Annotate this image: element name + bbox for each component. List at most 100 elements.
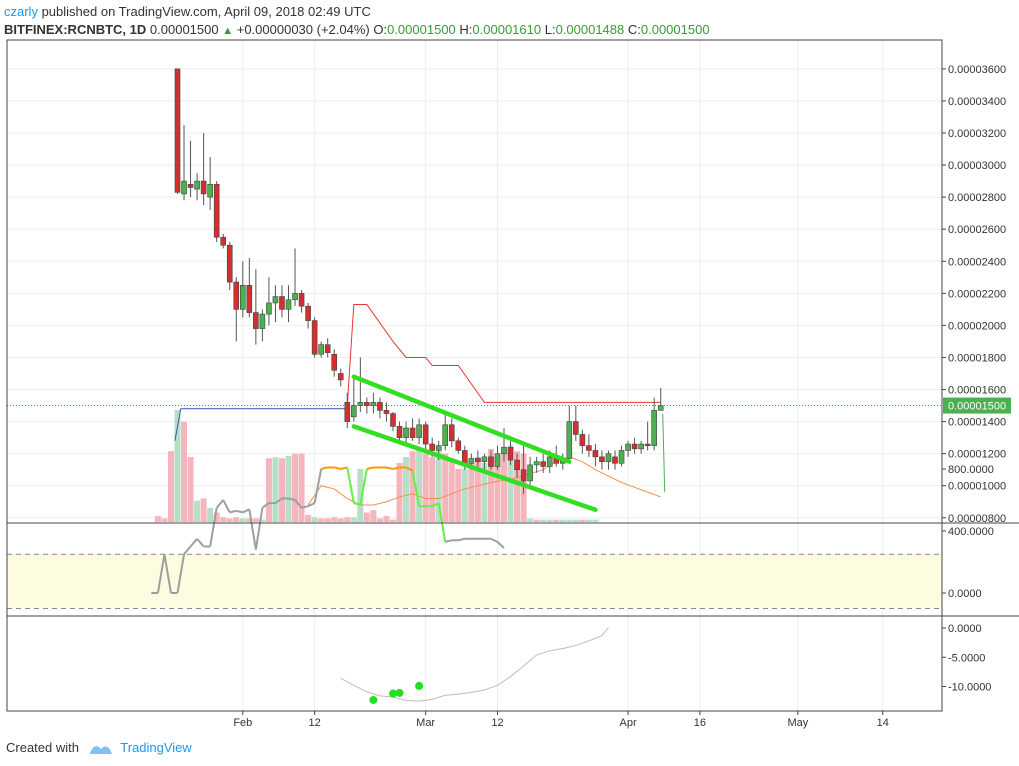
candle[interactable] <box>586 434 592 457</box>
candle[interactable] <box>181 124 187 201</box>
candle-body <box>507 446 514 461</box>
time-axis[interactable]: Feb 12 Mar 12 Apr 16 May 14 <box>233 711 889 729</box>
candle[interactable] <box>331 349 338 377</box>
candle[interactable] <box>481 453 488 470</box>
candle[interactable] <box>390 411 396 432</box>
candle[interactable] <box>240 261 246 318</box>
candle[interactable] <box>246 258 253 318</box>
candle-body <box>540 461 546 467</box>
volume-bar <box>207 507 214 522</box>
candle[interactable] <box>253 269 259 345</box>
time-tick-label: May <box>787 717 808 729</box>
candle[interactable] <box>631 437 638 454</box>
candle-body <box>422 424 429 445</box>
candle[interactable] <box>226 242 233 291</box>
candle-body <box>573 421 579 435</box>
candle-body <box>266 302 272 315</box>
candle-body <box>533 461 540 466</box>
candle[interactable] <box>448 418 455 448</box>
candle[interactable] <box>612 450 618 470</box>
candle[interactable] <box>403 421 409 446</box>
candle[interactable] <box>507 440 514 465</box>
candle[interactable] <box>592 444 599 467</box>
candle[interactable] <box>272 285 279 323</box>
candle[interactable] <box>311 317 318 358</box>
candle[interactable] <box>494 445 501 470</box>
candle[interactable] <box>337 368 344 387</box>
candle[interactable] <box>409 418 416 441</box>
candle[interactable] <box>651 397 657 451</box>
lower-tick-label: -10.0000 <box>948 682 991 694</box>
candle[interactable] <box>220 234 227 249</box>
volume-bar <box>239 518 246 522</box>
candle[interactable] <box>194 173 200 201</box>
candle-body <box>383 410 390 414</box>
author-name[interactable]: czarly <box>4 4 38 19</box>
candle[interactable] <box>266 277 272 326</box>
price-tick-label: 0.00002400 <box>948 256 1006 268</box>
candle-body <box>351 405 357 418</box>
candle[interactable] <box>213 181 220 243</box>
candle[interactable] <box>305 302 311 329</box>
candle[interactable] <box>344 392 351 429</box>
candle[interactable] <box>187 141 194 198</box>
candle[interactable] <box>416 418 422 445</box>
candle-body <box>638 443 644 450</box>
oscillator-band <box>7 553 942 609</box>
candle[interactable] <box>285 285 292 323</box>
candle[interactable] <box>533 456 540 473</box>
candle[interactable] <box>644 421 651 451</box>
up-triangle-icon: ▲ <box>222 25 234 37</box>
candle[interactable] <box>540 453 546 473</box>
candle[interactable] <box>174 68 181 194</box>
candle[interactable] <box>298 290 305 313</box>
band-fill <box>7 554 942 609</box>
candle-body <box>285 299 292 310</box>
candle[interactable] <box>514 453 520 478</box>
oscillator-segment <box>490 537 498 543</box>
candle[interactable] <box>605 450 612 470</box>
candle[interactable] <box>364 397 370 414</box>
candle[interactable] <box>566 405 573 462</box>
price-tick-label: 0.00003600 <box>948 64 1006 76</box>
candle[interactable] <box>200 132 207 206</box>
candle[interactable] <box>625 440 631 457</box>
volume-bar <box>592 519 599 522</box>
candle[interactable] <box>383 402 390 422</box>
candle[interactable] <box>638 440 644 454</box>
candle[interactable] <box>351 376 357 422</box>
candle[interactable] <box>207 157 213 210</box>
candle[interactable] <box>279 285 285 318</box>
candlesticks[interactable] <box>174 68 664 494</box>
candle[interactable] <box>259 309 266 342</box>
candle[interactable] <box>657 387 664 411</box>
candle[interactable] <box>618 445 625 467</box>
candle[interactable] <box>475 450 481 467</box>
candle[interactable] <box>324 338 331 358</box>
time-tick-label: Mar <box>416 717 435 729</box>
candle[interactable] <box>292 248 298 307</box>
candle[interactable] <box>455 437 462 454</box>
symbol-label[interactable]: BITFINEX:RCNBTC, 1D <box>4 22 147 37</box>
oscillator-segment <box>274 497 283 504</box>
candle[interactable] <box>527 456 533 486</box>
candle[interactable] <box>442 413 449 451</box>
volume-bar <box>357 468 364 522</box>
tradingview-brand-link[interactable]: TradingView <box>120 740 192 755</box>
candle[interactable] <box>422 421 429 451</box>
candle[interactable] <box>573 405 579 441</box>
price-tick-label: 0.00001600 <box>948 385 1006 397</box>
candle[interactable] <box>579 429 586 454</box>
price-axis[interactable]: 0.00000800 0.00001000 0.00001200 0.00001400… <box>942 64 1011 694</box>
candle[interactable] <box>599 450 605 470</box>
oscillator-segment <box>320 466 328 470</box>
candle[interactable] <box>318 341 324 358</box>
candle[interactable] <box>357 357 364 412</box>
candle[interactable] <box>488 450 494 470</box>
candle[interactable] <box>377 397 383 419</box>
candle[interactable] <box>370 392 377 414</box>
candle[interactable] <box>233 277 240 342</box>
oscillator-segment <box>261 502 270 509</box>
candle-body <box>390 413 396 427</box>
